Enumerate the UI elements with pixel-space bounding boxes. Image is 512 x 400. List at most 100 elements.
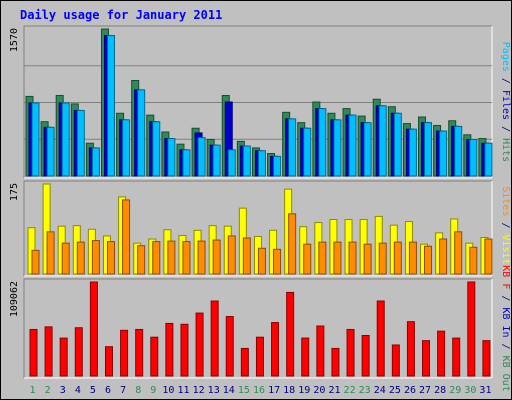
bar-kb-f — [331, 347, 340, 377]
bar-pages — [378, 105, 387, 177]
x-tick-label: 10 — [162, 385, 174, 396]
legend-part: Sites — [500, 186, 511, 216]
bar-sites — [469, 246, 478, 275]
bar-kb-f — [120, 329, 129, 377]
bar-sites — [137, 245, 146, 275]
bar-sites — [152, 241, 161, 275]
legend-part: KB F — [500, 265, 511, 289]
panel-bottom: 109062 KB F / KB In / KB Out — [9, 265, 511, 391]
bar-pages — [122, 119, 131, 177]
legend-part: / — [500, 289, 511, 307]
bar-kb-f — [195, 312, 204, 377]
bar-pages — [469, 138, 478, 177]
bar-pages — [454, 125, 463, 177]
bar-pages — [46, 126, 55, 177]
x-tick-label: 22 — [344, 385, 356, 396]
x-tick-label: 8 — [135, 385, 141, 396]
panel-top: 1570 Pages / Files / Hits — [9, 25, 511, 179]
bar-kb-f — [89, 281, 98, 377]
bar-kb-f — [301, 337, 310, 377]
x-tick-label: 7 — [120, 385, 126, 396]
bar-sites — [318, 241, 327, 275]
bar-kb-f — [316, 325, 325, 377]
bar-pages — [439, 130, 448, 177]
x-tick-label: 4 — [75, 385, 81, 396]
y-max-label: 175 — [9, 183, 20, 201]
bar-pages — [167, 138, 176, 177]
x-tick-label: 5 — [90, 385, 96, 396]
bar-sites — [167, 240, 176, 275]
bar-kb-f — [29, 328, 38, 377]
bar-sites — [242, 237, 251, 275]
x-tick-label: 2 — [45, 385, 51, 396]
x-tick-label: 31 — [479, 385, 491, 396]
x-tick-label: 11 — [177, 385, 189, 396]
bar-sites — [61, 242, 70, 275]
x-tick-label: 9 — [150, 385, 156, 396]
bar-pages — [182, 149, 191, 177]
bar-pages — [137, 89, 146, 177]
legend-part: / — [500, 216, 511, 234]
bar-sites — [393, 241, 402, 275]
x-tick-label: 28 — [434, 385, 446, 396]
bar-pages — [91, 147, 100, 177]
x-tick-label: 17 — [268, 385, 280, 396]
bar-kb-f — [104, 346, 113, 377]
bar-sites — [424, 245, 433, 275]
legend-part: / — [500, 72, 511, 90]
bar-kb-f — [150, 336, 159, 377]
legend-label: Pages / Files / Hits — [500, 42, 511, 162]
bar-sites — [182, 241, 191, 275]
y-max-label: 109062 — [9, 281, 20, 317]
bar-sites — [484, 238, 493, 275]
bar-sites — [122, 199, 131, 275]
bar-pages — [484, 142, 493, 177]
bar-sites — [106, 241, 115, 275]
bar-sites — [408, 241, 417, 275]
bar-sites — [454, 231, 463, 275]
x-tick-label: 13 — [208, 385, 220, 396]
bar-kb-f — [391, 344, 400, 377]
x-tick-label: 18 — [283, 385, 295, 396]
bar-kb-f — [225, 316, 234, 377]
bar-sites — [303, 243, 312, 275]
x-tick-label: 20 — [313, 385, 325, 396]
bar-pages — [393, 112, 402, 177]
bar-sites — [46, 231, 55, 275]
bar-pages — [363, 122, 372, 177]
bar-kb-f — [74, 327, 83, 377]
bar-pages — [348, 114, 357, 177]
bar-pages — [303, 127, 312, 177]
bar-pages — [106, 35, 115, 177]
bar-kb-f — [437, 330, 446, 377]
x-tick-label: 21 — [328, 385, 340, 396]
bar-kb-f — [255, 336, 264, 377]
bar-sites — [76, 241, 85, 275]
bar-sites — [273, 248, 282, 275]
x-tick-label: 30 — [464, 385, 476, 396]
bar-pages — [257, 150, 266, 177]
bar-pages — [212, 144, 221, 177]
bar-pages — [273, 155, 282, 177]
bar-kb-f — [165, 322, 174, 377]
legend-part: Visits — [500, 235, 511, 271]
x-tick-label: 25 — [389, 385, 401, 396]
legend-part: KB In — [500, 307, 511, 337]
x-tick-label: 15 — [238, 385, 250, 396]
bar-sites — [257, 247, 266, 275]
x-tick-label: 24 — [374, 385, 386, 396]
bar-kb-f — [422, 340, 431, 377]
bar-kb-f — [135, 328, 144, 377]
x-tick-label: 14 — [223, 385, 235, 396]
bar-kb-f — [376, 300, 385, 377]
bar-sites — [333, 241, 342, 275]
bar-pages — [227, 149, 236, 177]
panel-middle: 175 Sites / Visits — [9, 180, 511, 277]
legend-part: Files — [500, 90, 511, 120]
bar-pages — [408, 128, 417, 177]
legend-part: / — [500, 120, 511, 138]
x-tick-label: 6 — [105, 385, 111, 396]
legend-part: Hits — [500, 138, 511, 162]
bar-kb-f — [210, 300, 219, 377]
bar-pages — [61, 102, 70, 177]
